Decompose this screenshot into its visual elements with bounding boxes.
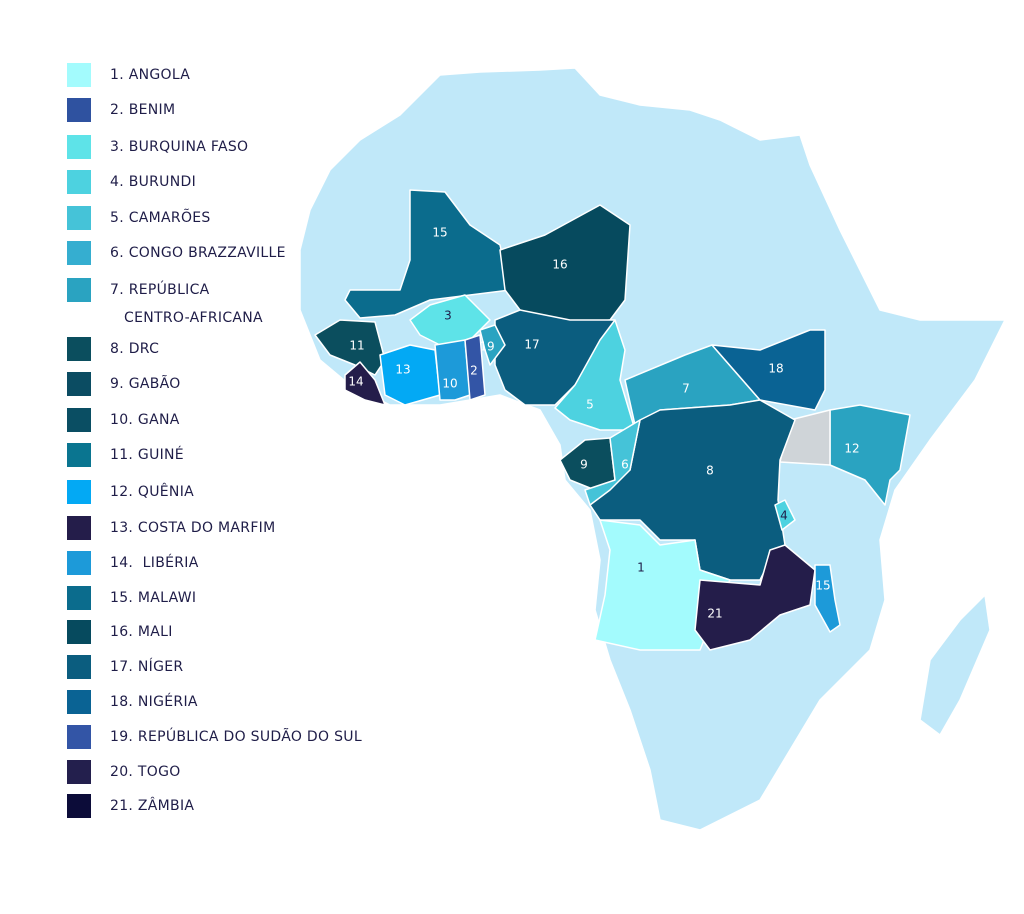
legend-swatch <box>67 794 91 818</box>
legend-swatch <box>67 480 91 504</box>
country <box>344 361 386 406</box>
map-label: 12 <box>844 442 859 456</box>
legend-swatch <box>67 135 91 159</box>
country <box>554 319 636 431</box>
country <box>584 419 641 506</box>
legend-label: 2. BENIM <box>110 102 176 118</box>
map-label: 17 <box>524 338 539 352</box>
legend-swatch <box>67 690 91 714</box>
legend-swatch <box>67 241 91 265</box>
map-label: 10 <box>442 377 457 391</box>
legend-label: 1. ANGOLA <box>110 67 191 83</box>
legend-swatch <box>67 337 91 361</box>
legend-swatch <box>67 372 91 396</box>
legend-label: 8. DRC <box>110 341 160 357</box>
legend-label: 12. QUÊNIA <box>110 484 195 500</box>
country <box>814 564 841 633</box>
country <box>434 339 471 401</box>
legend-swatch <box>67 206 91 230</box>
legend-swatch <box>67 760 91 784</box>
legend-swatch <box>67 63 91 87</box>
map-label: 6 <box>621 458 629 472</box>
legend-label: 17. NÍGER <box>110 659 184 675</box>
legend-swatch <box>67 278 91 302</box>
map-label: 13 <box>395 363 410 377</box>
legend-label: 6. CONGO BRAZZAVILLE <box>110 245 286 261</box>
map-label: 16 <box>552 258 567 272</box>
legend-label: 11. GUINÉ <box>110 447 184 463</box>
map-label: 5 <box>586 398 594 412</box>
madagascar <box>919 594 991 736</box>
legend-label: 15. MALAWI <box>110 590 197 606</box>
country <box>711 329 826 411</box>
map-label: 9 <box>580 458 588 472</box>
legend-label: 13. COSTA DO MARFIM <box>110 520 276 536</box>
map-label: 8 <box>706 464 714 478</box>
map-label: 19 <box>479 340 494 354</box>
map-label: 18 <box>768 362 783 376</box>
legend-label: 19. REPÚBLICA DO SUDÃO DO SUL <box>110 729 362 745</box>
country <box>479 324 506 366</box>
country <box>589 399 796 581</box>
legend-label: 9. GABÃO <box>110 376 181 392</box>
map-label: 15 <box>432 226 447 240</box>
legend-label: CENTRO-AFRICANA <box>124 310 263 326</box>
legend-label: 16. MALI <box>110 624 173 640</box>
map-label: 4 <box>780 509 788 523</box>
legend-label: 21. ZÂMBIA <box>110 798 195 814</box>
legend-swatch <box>67 98 91 122</box>
legend-label: 10. GANA <box>110 412 180 428</box>
legend-swatch <box>67 551 91 575</box>
legend-swatch <box>67 655 91 679</box>
country <box>694 544 816 651</box>
map-label: 15 <box>815 579 830 593</box>
country <box>314 319 386 376</box>
legend-label: 5. CAMARÕES <box>110 210 211 226</box>
map-label: 2 <box>470 364 478 378</box>
country <box>464 334 486 401</box>
map-label: 7 <box>682 382 690 396</box>
country <box>774 499 796 531</box>
map-label: 21 <box>707 607 722 621</box>
legend-swatch <box>67 408 91 432</box>
map-label: 14 <box>348 375 363 389</box>
legend-swatch <box>67 620 91 644</box>
legend-swatch <box>67 516 91 540</box>
legend-swatch <box>67 586 91 610</box>
legend-label: 18. NIGÉRIA <box>110 694 198 710</box>
country <box>499 204 631 326</box>
map-label: 11 <box>349 339 364 353</box>
legend-label: 3. BURQUINA FASO <box>110 139 249 155</box>
legend-swatch <box>67 443 91 467</box>
legend-label: 20. TOGO <box>110 764 181 780</box>
map-label: 1 <box>637 561 645 575</box>
legend-label: 7. REPÚBLICA <box>110 282 210 298</box>
legend-swatch <box>67 170 91 194</box>
country <box>344 189 511 319</box>
legend-label: 14. LIBÉRIA <box>110 555 199 571</box>
legend-swatch <box>67 725 91 749</box>
legend-label: 4. BURUNDI <box>110 174 197 190</box>
map-label: 3 <box>444 309 452 323</box>
country <box>829 404 911 506</box>
